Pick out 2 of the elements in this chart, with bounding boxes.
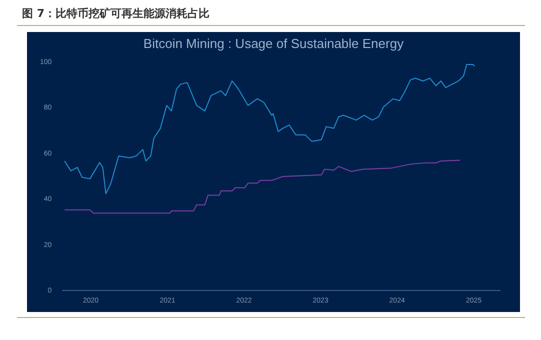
chart-title: 图 7：比特币挖矿可再生能源消耗占比 [22,6,210,21]
chart-subtitle: Bitcoin Mining : Usage of Sustainable Energy [142,36,405,51]
